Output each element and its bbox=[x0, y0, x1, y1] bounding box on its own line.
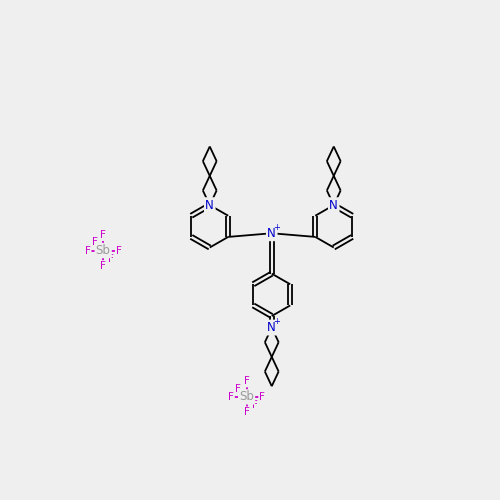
Text: N: N bbox=[268, 321, 276, 334]
Text: N: N bbox=[330, 198, 338, 211]
Text: F: F bbox=[259, 392, 265, 402]
Text: Sb: Sb bbox=[96, 244, 110, 257]
Text: F: F bbox=[244, 376, 250, 386]
Text: F: F bbox=[100, 230, 106, 240]
Text: F: F bbox=[116, 246, 121, 256]
Text: F: F bbox=[236, 384, 242, 394]
Text: N: N bbox=[268, 227, 276, 240]
Text: Sb: Sb bbox=[239, 390, 254, 404]
Text: F: F bbox=[244, 408, 250, 418]
Text: N: N bbox=[206, 198, 214, 211]
Text: F: F bbox=[92, 238, 98, 248]
Text: +: + bbox=[274, 318, 280, 326]
Text: F: F bbox=[100, 261, 106, 271]
Text: F: F bbox=[108, 254, 114, 264]
Text: +: + bbox=[274, 223, 280, 232]
Text: F: F bbox=[85, 246, 90, 256]
Text: F: F bbox=[252, 400, 258, 410]
Text: F: F bbox=[228, 392, 234, 402]
